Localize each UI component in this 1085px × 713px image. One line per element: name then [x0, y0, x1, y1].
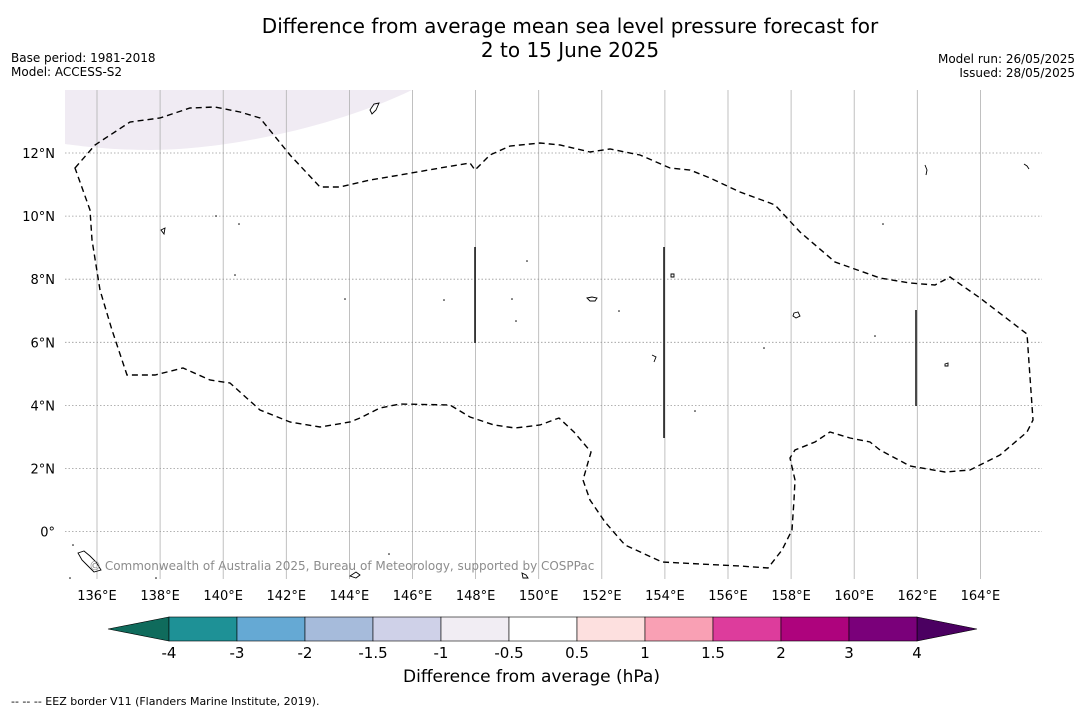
anomaly-shading — [65, 90, 412, 150]
lat-label: 0° — [40, 526, 55, 541]
colorbar-tick-label: -1 — [434, 644, 449, 662]
colorbar-tick-label: 0.5 — [565, 644, 589, 662]
lon-label: 160°E — [834, 589, 874, 604]
lon-label: 144°E — [330, 589, 370, 604]
lon-label: 156°E — [708, 589, 748, 604]
colorbar-swatch — [508, 616, 578, 642]
colorbar-swatch — [576, 616, 646, 642]
meta-right: Model run: 26/05/2025 Issued: 28/05/2025 — [938, 52, 1075, 80]
islets — [69, 215, 884, 579]
lon-label: 162°E — [898, 589, 938, 604]
lon-label: 164°E — [961, 589, 1001, 604]
map-area: © Commonwealth of Australia 2025, Bureau… — [65, 90, 1042, 579]
map-title: Difference from average mean sea level p… — [0, 14, 1085, 62]
lat-label: 8°N — [31, 273, 56, 288]
colorbar-swatch — [848, 616, 918, 642]
colorbar-tick-label: 1 — [640, 644, 650, 662]
title-line-1: Difference from average mean sea level p… — [261, 14, 879, 38]
colorbar: -4 -3 -2 -1.5 -1 -0.5 0.5 1 1.5 2 3 4 — [107, 616, 978, 662]
colorbar-tick-label: -2 — [298, 644, 313, 662]
lon-label: 146°E — [393, 589, 433, 604]
axis-labels: 136°E 138°E 140°E 142°E 144°E 146°E 148°E 150°E… — [22, 147, 1000, 604]
colorbar-tick-label: -3 — [230, 644, 245, 662]
colorbar-tick-label: 2 — [776, 644, 786, 662]
colorbar-tick-label: 1.5 — [701, 644, 725, 662]
colorbar-swatch — [372, 616, 442, 642]
colorbar-swatch — [440, 616, 510, 642]
lat-label: 2°N — [31, 463, 56, 478]
islands — [77, 102, 1030, 579]
lon-label: 148°E — [456, 589, 496, 604]
colorbar-tick-label: -1.5 — [358, 644, 387, 662]
eez-border — [74, 106, 1034, 569]
colorbar-tick-label: 3 — [844, 644, 854, 662]
lon-label: 140°E — [203, 589, 243, 604]
lat-label: 4°N — [31, 399, 56, 414]
lon-label: 154°E — [645, 589, 685, 604]
lon-label: 138°E — [140, 589, 180, 604]
title-line-2: 2 to 15 June 2025 — [480, 38, 660, 62]
model-run: Model run: 26/05/2025 — [937, 52, 1075, 66]
base-period: Base period: 1981-2018 — [11, 51, 156, 65]
lon-label: 150°E — [519, 589, 559, 604]
colorbar-swatch — [780, 616, 850, 642]
copyright-text: © Commonwealth of Australia 2025, Bureau… — [89, 559, 594, 573]
colorbar-swatch — [304, 616, 374, 642]
lon-label: 142°E — [267, 589, 307, 604]
colorbar-label: Difference from average (hPa) — [403, 667, 660, 687]
meta-left: Base period: 1981-2018 Model: ACCESS-S2 — [11, 51, 156, 79]
graticule — [65, 90, 1042, 579]
lat-label: 6°N — [31, 336, 56, 351]
model-name: Model: ACCESS-S2 — [11, 65, 123, 79]
colorbar-swatch — [168, 616, 238, 642]
colorbar-swatch — [644, 616, 714, 642]
colorbar-swatch — [712, 616, 782, 642]
colorbar-swatch — [236, 616, 306, 642]
colorbar-low-extend — [107, 616, 170, 642]
colorbar-tick-label: -4 — [162, 644, 177, 662]
eez-footnote: -- -- -- EEZ border V11 (Flanders Marine… — [11, 695, 320, 708]
issued-date: Issued: 28/05/2025 — [959, 66, 1075, 80]
colorbar-tick-label: 4 — [912, 644, 922, 662]
lon-label: 158°E — [771, 589, 811, 604]
colorbar-tick-label: -0.5 — [494, 644, 523, 662]
lat-label: 12°N — [22, 147, 55, 162]
lon-label: 136°E — [77, 589, 117, 604]
lat-label: 10°N — [22, 210, 55, 225]
lon-label: 152°E — [582, 589, 622, 604]
colorbar-high-extend — [916, 616, 978, 642]
